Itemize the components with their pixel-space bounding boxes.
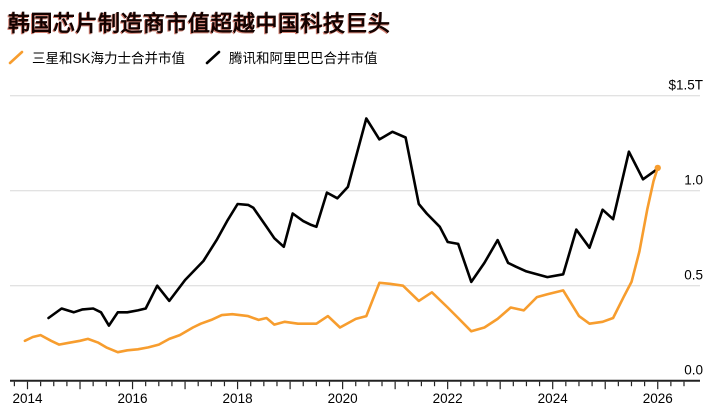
y-axis-tick-label: 1.0 bbox=[684, 173, 703, 188]
y-axis-tick-label: $1.5T bbox=[668, 78, 703, 93]
series-line-tencent-alibaba bbox=[47, 117, 660, 327]
chart-title: 韩国芯片制造商市值超越中国科技巨头 bbox=[8, 11, 391, 36]
legend-label: 三星和SK海力士合并市值 bbox=[32, 51, 186, 66]
y-axis-tick-label: 0.0 bbox=[684, 363, 703, 378]
legend: 三星和SK海力士合并市值 腾讯和阿里巴巴合并市值 bbox=[8, 47, 391, 67]
x-axis-tick-label: 2018 bbox=[223, 391, 253, 406]
x-axis-tick-label: 2022 bbox=[433, 391, 463, 406]
legend-label: 腾讯和阿里巴巴合并市值 bbox=[229, 51, 378, 66]
x-axis-tick-label: 2024 bbox=[538, 391, 569, 406]
chart-header: 韩国芯片制造商市值超越中国科技巨头 三星和SK海力士合并市值 腾讯和阿里巴巴合并… bbox=[8, 6, 391, 67]
black-slash-icon bbox=[205, 50, 221, 64]
x-axis-tick-label: 2026 bbox=[643, 391, 673, 406]
series-end-dot-samsung-skhynix bbox=[654, 164, 661, 172]
legend-item-samsung-skhynix: 三星和SK海力士合并市值 bbox=[8, 47, 185, 67]
x-axis-tick-label: 2020 bbox=[328, 391, 358, 406]
x-axis-tick-label: 2014 bbox=[12, 391, 43, 406]
orange-slash-icon bbox=[8, 50, 24, 64]
legend-item-tencent-alibaba: 腾讯和阿里巴巴合并市值 bbox=[205, 47, 378, 67]
x-axis-tick-label: 2016 bbox=[118, 391, 148, 406]
series-line-samsung-skhynix bbox=[23, 166, 660, 354]
y-axis-tick-label: 0.5 bbox=[684, 268, 703, 283]
